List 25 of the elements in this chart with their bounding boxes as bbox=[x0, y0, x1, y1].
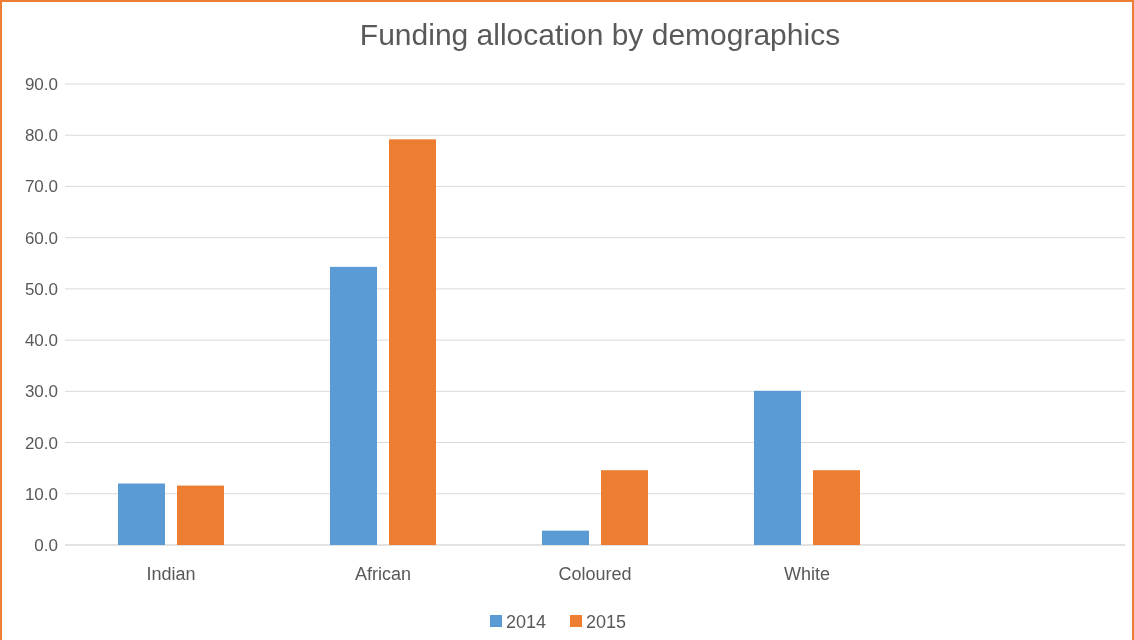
bar bbox=[813, 470, 860, 545]
bar bbox=[118, 483, 165, 545]
bar bbox=[389, 139, 436, 545]
y-tick-label: 0.0 bbox=[34, 535, 58, 555]
legend-label: 2014 bbox=[506, 612, 547, 633]
y-tick-label: 10.0 bbox=[24, 484, 58, 504]
y-tick-label: 90.0 bbox=[24, 74, 58, 94]
bar bbox=[754, 390, 801, 545]
chart-title: Funding allocation by demographics bbox=[359, 18, 841, 51]
y-tick-label: 50.0 bbox=[24, 279, 58, 299]
x-tick-label: African bbox=[354, 564, 412, 584]
y-tick-label: 20.0 bbox=[24, 433, 58, 453]
x-tick-label: White bbox=[783, 564, 831, 584]
y-tick-label: 70.0 bbox=[24, 177, 58, 197]
y-tick-label: 40.0 bbox=[24, 331, 58, 351]
bar bbox=[542, 530, 589, 545]
x-tick-label: Indian bbox=[146, 564, 196, 584]
bar bbox=[330, 266, 377, 545]
y-tick-label: 80.0 bbox=[24, 126, 58, 146]
x-tick-label: Coloured bbox=[558, 564, 632, 584]
legend-label: 2015 bbox=[586, 612, 627, 633]
y-tick-label: 60.0 bbox=[24, 228, 58, 248]
y-tick-label: 30.0 bbox=[24, 382, 58, 402]
bar bbox=[177, 485, 224, 545]
bar bbox=[601, 470, 648, 545]
